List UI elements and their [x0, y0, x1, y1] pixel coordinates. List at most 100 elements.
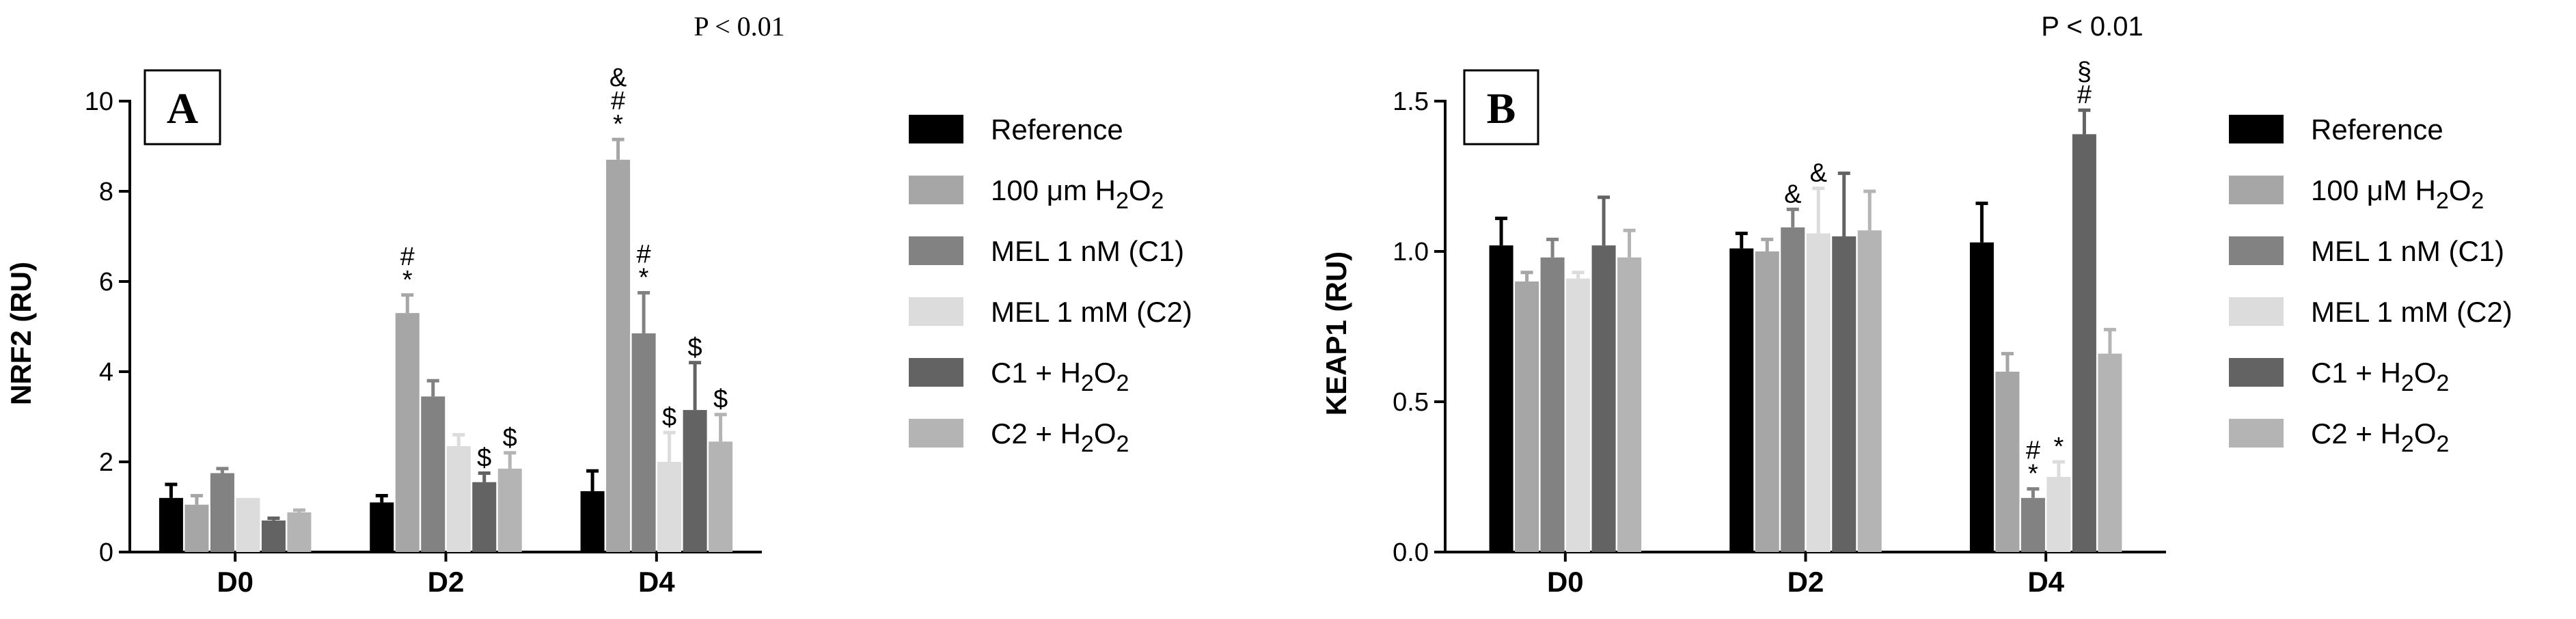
legend-label: 100 μm H2O2 — [991, 174, 1164, 214]
bar — [261, 520, 286, 552]
bar — [1489, 245, 1513, 552]
bar — [683, 410, 707, 552]
bar — [1781, 227, 1805, 552]
bar — [709, 441, 733, 552]
legend-label: MEL 1 nM (C1) — [991, 235, 1184, 267]
panel-b: 0.0 0.5 1.0 1.5 KEAP1 (RU) B P < 0.01 D0 D2 && D4 #… — [1320, 12, 2512, 598]
y-tick-label: 0.5 — [1393, 388, 1429, 417]
bar — [657, 462, 682, 552]
legend-swatch — [2229, 236, 2284, 265]
bar — [1969, 242, 1994, 552]
legend-swatch — [2229, 115, 2284, 143]
significance-marker: # — [400, 243, 415, 271]
significance-marker: $ — [503, 424, 517, 452]
x-tick-label: D2 — [428, 566, 465, 598]
bar — [1591, 245, 1616, 552]
significance-marker: $ — [713, 385, 728, 414]
legend-swatch — [909, 358, 963, 387]
x-tick-label: D0 — [1547, 566, 1584, 598]
bar — [1540, 257, 1565, 552]
significance-marker: & — [609, 64, 627, 92]
significance-marker: # — [2026, 437, 2040, 465]
legend-swatch — [2229, 176, 2284, 204]
legend-label: C2 + H2O2 — [991, 417, 1129, 457]
legend-label: C1 + H2O2 — [991, 357, 1129, 396]
y-axis-label: NRF2 (RU) — [5, 262, 37, 405]
panel-label: B — [1487, 84, 1516, 133]
bar — [210, 473, 234, 552]
bar — [1857, 230, 1882, 552]
legend-swatch — [2229, 297, 2284, 326]
legend-label: C2 + H2O2 — [2311, 417, 2449, 457]
p-value-annotation: P < 0.01 — [2041, 12, 2143, 42]
legend-swatch — [909, 176, 963, 204]
panel-label: A — [167, 84, 198, 133]
significance-marker: & — [1810, 159, 1827, 188]
y-tick-label: 2 — [99, 448, 113, 477]
p-value-annotation: P < 0.01 — [694, 11, 784, 42]
significance-marker: # — [637, 240, 651, 269]
bar — [2072, 134, 2096, 552]
significance-marker: $ — [477, 444, 491, 473]
legend-swatch — [909, 297, 963, 326]
bar — [370, 502, 394, 552]
legend-label: Reference — [991, 113, 1123, 146]
significance-marker: $ — [688, 333, 702, 362]
significance-marker: * — [402, 266, 413, 294]
panel-label-box — [143, 69, 221, 146]
y-tick-label: 1.0 — [1393, 238, 1429, 266]
bar — [472, 482, 497, 552]
legend-label: C1 + H2O2 — [2311, 357, 2449, 396]
significance-marker: * — [2028, 460, 2038, 489]
y-tick-label: 0 — [99, 538, 113, 567]
bar — [287, 512, 312, 552]
legend-swatch — [2229, 358, 2284, 387]
bar — [631, 333, 656, 552]
bar — [1515, 281, 1539, 552]
bar — [1806, 233, 1831, 552]
significance-marker: § — [2077, 57, 2092, 86]
bar — [497, 468, 522, 552]
bar — [159, 497, 183, 552]
significance-marker: * — [613, 110, 623, 139]
y-tick-label: 1.5 — [1393, 87, 1429, 116]
bar — [1832, 236, 1856, 552]
bar — [236, 497, 260, 552]
y-tick-label: 6 — [99, 268, 113, 297]
legend-label: 100 μM H2O2 — [2311, 174, 2484, 214]
legend-swatch — [2229, 419, 2284, 448]
legend-label: MEL 1 mM (C2) — [991, 296, 1192, 328]
significance-marker: $ — [662, 403, 676, 432]
significance-marker: # — [611, 87, 625, 115]
y-tick-label: 8 — [99, 178, 113, 206]
significance-marker: * — [639, 264, 649, 292]
y-tick-label: 4 — [99, 358, 113, 387]
x-tick-label: D0 — [217, 566, 254, 598]
bar — [184, 504, 209, 552]
bar — [395, 313, 420, 552]
legend-swatch — [909, 115, 963, 143]
bar — [2046, 477, 2071, 552]
x-tick-label: D4 — [2027, 566, 2064, 598]
legend-swatch — [909, 419, 963, 448]
bar — [446, 445, 471, 552]
bar — [1729, 248, 1754, 552]
x-tick-label: D4 — [638, 566, 675, 598]
bar — [606, 159, 631, 553]
legend-label: MEL 1 mM (C2) — [2311, 296, 2512, 328]
significance-marker: # — [2077, 81, 2092, 109]
panel-label-box — [1463, 69, 1539, 146]
significance-marker: * — [2054, 432, 2064, 461]
x-tick-label: D2 — [1787, 566, 1824, 598]
y-axis-label: KEAP1 (RU) — [1320, 251, 1352, 415]
legend-swatch — [909, 236, 963, 265]
y-tick-label: 10 — [85, 87, 113, 116]
legend-label: MEL 1 nM (C1) — [2311, 235, 2504, 267]
bar — [2020, 497, 2045, 552]
bar — [1995, 372, 2020, 552]
legend-label: Reference — [2311, 113, 2443, 146]
bar — [2098, 353, 2122, 552]
bar — [580, 491, 605, 552]
